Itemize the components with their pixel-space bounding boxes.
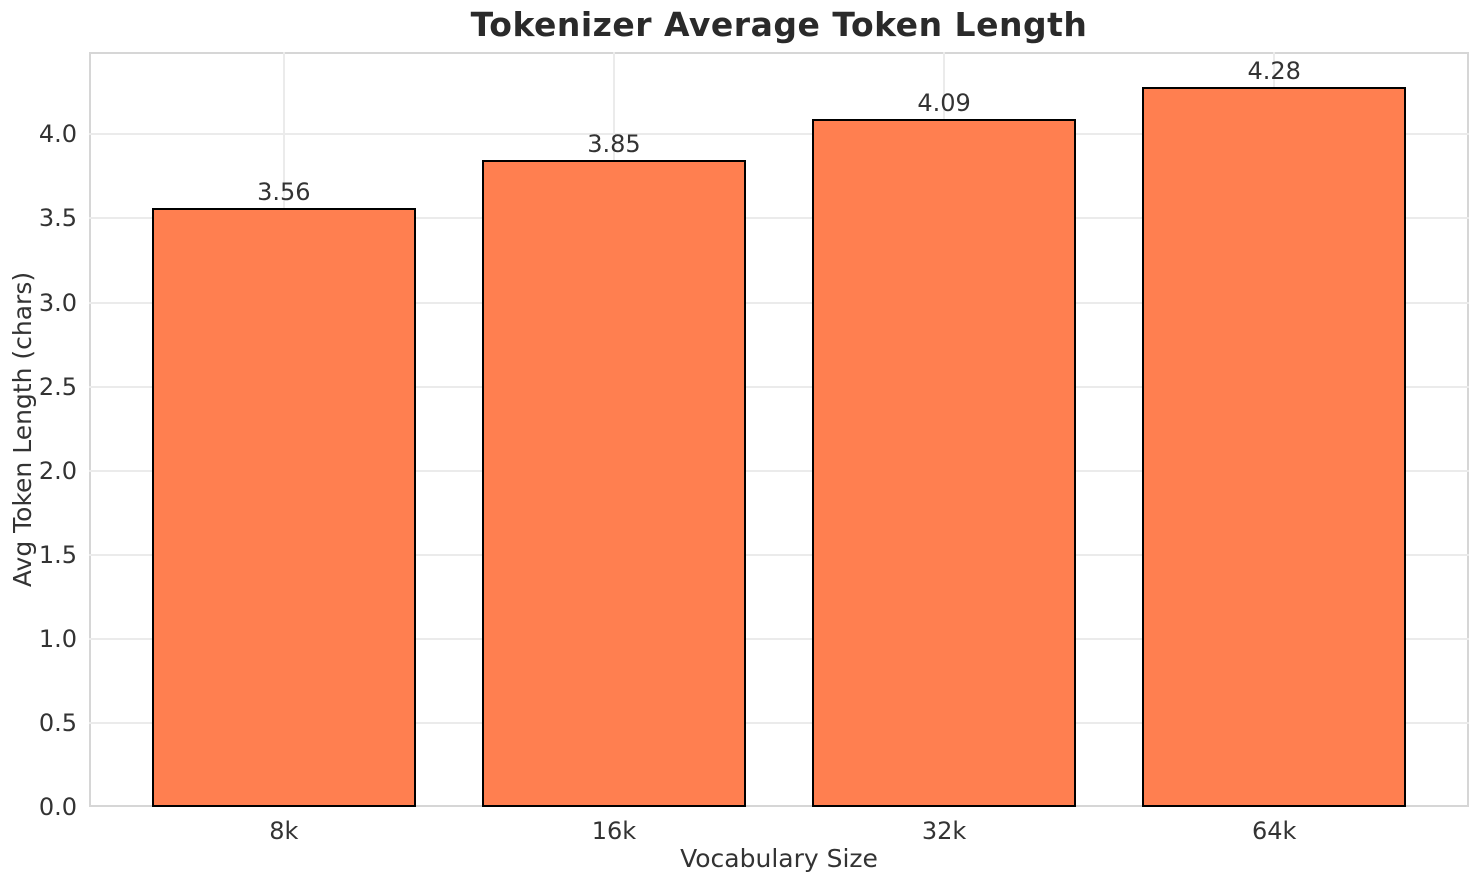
y-tick-label: 2.5 [38, 372, 77, 401]
x-axis-label: Vocabulary Size [680, 844, 878, 873]
gridline-horizontal [89, 637, 1469, 640]
x-tick-label: 64k [1251, 817, 1297, 845]
bar-64k [1142, 87, 1407, 807]
chart-title: Tokenizer Average Token Length [470, 5, 1088, 44]
y-tick-label: 1.5 [38, 540, 77, 569]
gridline-horizontal [89, 217, 1469, 220]
gridline-horizontal [89, 469, 1469, 472]
y-tick-label: 3.5 [38, 204, 77, 233]
plot-area: 3.56 3.85 4.09 4.28 [89, 52, 1469, 807]
gridline-horizontal [89, 133, 1469, 136]
y-tick-label: 3.0 [38, 288, 77, 317]
gridline-horizontal [89, 553, 1469, 556]
plot-spines [89, 52, 1469, 807]
bar-value-label: 4.09 [917, 89, 971, 118]
y-tick-label: 0.5 [38, 708, 77, 737]
bar-8k [151, 208, 416, 807]
gridline-horizontal [89, 301, 1469, 304]
bar-16k [481, 159, 746, 807]
y-tick-label: 0.0 [38, 793, 77, 821]
y-tick-label: 1.0 [38, 624, 77, 653]
y-tick-label: 4.0 [38, 120, 77, 149]
y-axis-label-container: Avg Token Length (chars) [0, 52, 46, 807]
bar-value-label: 3.85 [587, 129, 641, 158]
x-tick-label: 32k [921, 817, 967, 845]
bar-32k [812, 119, 1077, 807]
gridline-horizontal [89, 721, 1469, 724]
x-tick-label: 8k [269, 817, 299, 845]
bar-value-label: 4.28 [1247, 57, 1301, 86]
bar-value-label: 3.56 [257, 178, 311, 207]
x-tick-label: 16k [591, 817, 637, 845]
y-tick-label: 2.0 [38, 456, 77, 485]
gridline-horizontal [89, 385, 1469, 388]
